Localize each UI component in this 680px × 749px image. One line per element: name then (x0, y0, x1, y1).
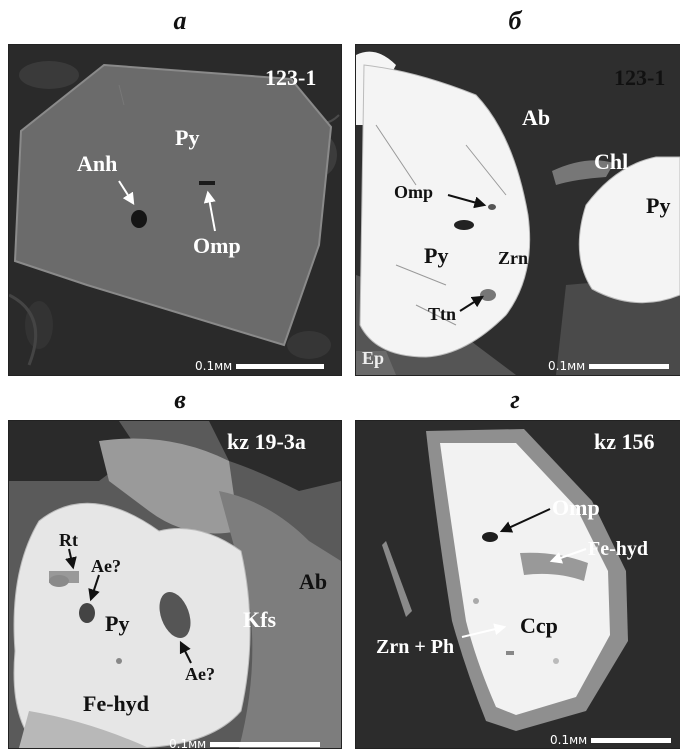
mineral-label-anh: Anh (77, 151, 118, 176)
mineral-label-ttn: Ttn (428, 304, 457, 324)
mineral-label-py-right: Py (646, 193, 671, 218)
mineral-label-ae1: Ae? (91, 556, 121, 576)
panel-letter-b: б (508, 6, 522, 35)
mineral-label-ae2: Ae? (185, 664, 215, 684)
sample-label-b: 123-1 (614, 65, 666, 90)
scale-bar-c: 0.1мм (169, 737, 321, 749)
scale-line-d (591, 737, 672, 743)
scale-bar-a: 0.1мм (195, 359, 325, 373)
scale-text-a: 0.1мм (195, 359, 233, 373)
mineral-label-py-left: Py (424, 243, 449, 268)
panel-a-image (9, 45, 341, 375)
panel-c-image (9, 421, 341, 748)
mineral-label-py: Py (105, 611, 130, 636)
sample-label-c: kz 19-3a (227, 429, 306, 454)
scale-line-b (589, 363, 670, 369)
panel-d-micrograph: kz 156 Omp Fe-hyd Ccp Zrn + Ph 0.1мм (355, 420, 680, 749)
scale-text-b: 0.1мм (548, 359, 586, 373)
panel-letter-a: а (173, 6, 187, 35)
scale-text-d: 0.1мм (550, 733, 588, 747)
mineral-label-rt: Rt (59, 530, 78, 550)
mineral-label-kfs: Kfs (243, 607, 276, 632)
mineral-label-chl: Chl (594, 149, 629, 174)
mineral-label-omp: Omp (394, 182, 434, 202)
sample-label-d: kz 156 (594, 429, 655, 454)
panel-b-image (356, 45, 680, 375)
mineral-label-ccp: Ccp (520, 613, 558, 638)
mineral-label-fe-hyd: Fe-hyd (83, 691, 149, 716)
panel-a-micrograph: 123-1 Py Anh Omp 0.1мм (8, 44, 342, 376)
panel-c-micrograph: kz 19-3a Rt Ae? Py Kfs Ab Ae? Fe-hyd 0.1… (8, 420, 342, 749)
panel-b-micrograph: 123-1 Ab Chl Omp Py Zrn Py Ttn Ep 0.1мм (355, 44, 680, 376)
scale-text-c: 0.1мм (169, 737, 207, 749)
scale-bar-b: 0.1мм (548, 359, 670, 373)
scale-bar-d: 0.1мм (550, 733, 672, 747)
mineral-label-omp: Omp (552, 495, 600, 520)
sample-label-a: 123-1 (265, 65, 317, 90)
mineral-label-ab: Ab (522, 105, 551, 130)
scale-line-c (210, 741, 321, 747)
scale-line-a (236, 363, 325, 369)
panel-letter-d: г (510, 385, 520, 414)
mineral-label-py: Py (175, 125, 200, 150)
mineral-label-zrn: Zrn (498, 248, 529, 268)
panel-letter-c: в (174, 385, 186, 414)
mineral-label-ep: Ep (362, 348, 385, 368)
mineral-label-zrn-ph: Zrn + Ph (376, 636, 455, 658)
mineral-label-ab: Ab (299, 569, 328, 594)
mineral-label-omp: Omp (193, 233, 241, 258)
mineral-label-fe-hyd: Fe-hyd (588, 538, 648, 560)
panel-d-image (356, 421, 680, 748)
